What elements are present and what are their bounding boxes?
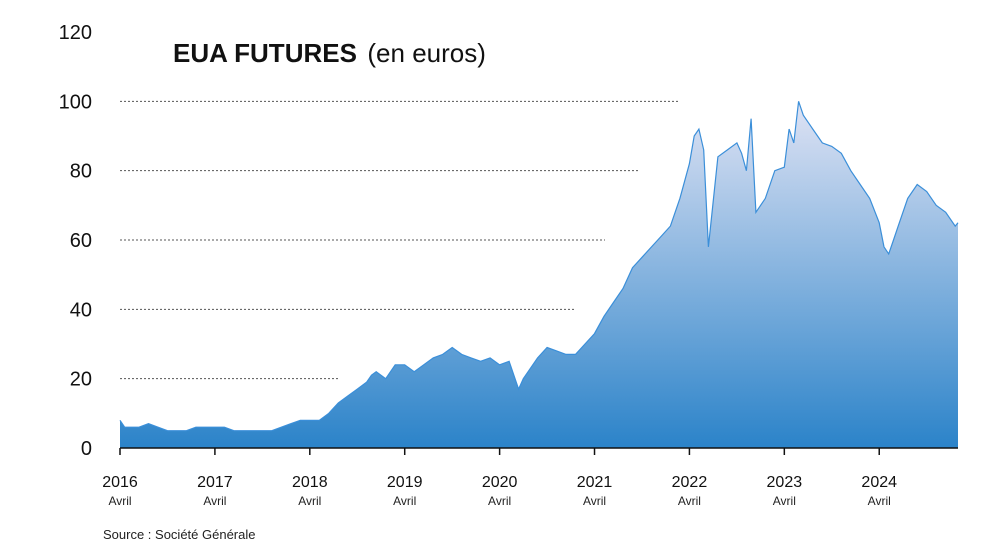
y-tick-label: 80 <box>70 161 92 183</box>
chart-title-main: EUA FUTURES <box>173 38 357 68</box>
y-tick-label: 20 <box>70 369 92 391</box>
x-tick-sublabel: Avril <box>488 494 511 508</box>
x-axis-ticks: 2016 Avril 2017 Avril 2018 Avril 2019 Avril 2020… <box>102 448 897 508</box>
x-tick-sublabel: Avril <box>678 494 701 508</box>
x-tick-sublabel: Avril <box>868 494 891 508</box>
x-tick-sublabel: Avril <box>108 494 131 508</box>
y-tick-label: 120 <box>59 22 92 44</box>
x-tick-label: 2024 <box>861 474 897 491</box>
x-tick-sublabel: Avril <box>773 494 796 508</box>
x-tick-label: 2022 <box>672 474 708 491</box>
y-tick-label: 100 <box>59 91 92 113</box>
x-tick-label: 2017 <box>197 474 233 491</box>
chart-title: EUA FUTURES (en euros) <box>173 38 486 68</box>
x-tick-sublabel: Avril <box>393 494 416 508</box>
x-tick-label: 2016 <box>102 474 138 491</box>
y-axis-ticks: 0 20 40 60 80 100 120 <box>59 22 92 460</box>
x-tick-label: 2020 <box>482 474 518 491</box>
x-tick-label: 2018 <box>292 474 328 491</box>
chart-title-sub: (en euros) <box>367 38 486 68</box>
x-tick-label: 2021 <box>577 474 613 491</box>
gridlines <box>120 100 680 380</box>
y-tick-label: 0 <box>81 438 92 460</box>
y-tick-label: 60 <box>70 230 92 252</box>
x-tick-sublabel: Avril <box>203 494 226 508</box>
source-note: Source : Société Générale <box>103 527 256 542</box>
series-area <box>120 101 958 449</box>
x-tick-label: 2023 <box>767 474 803 491</box>
x-tick-sublabel: Avril <box>298 494 321 508</box>
x-tick-sublabel: Avril <box>583 494 606 508</box>
series-line <box>119 101 959 432</box>
y-tick-label: 40 <box>70 299 92 321</box>
x-tick-label: 2019 <box>387 474 423 491</box>
